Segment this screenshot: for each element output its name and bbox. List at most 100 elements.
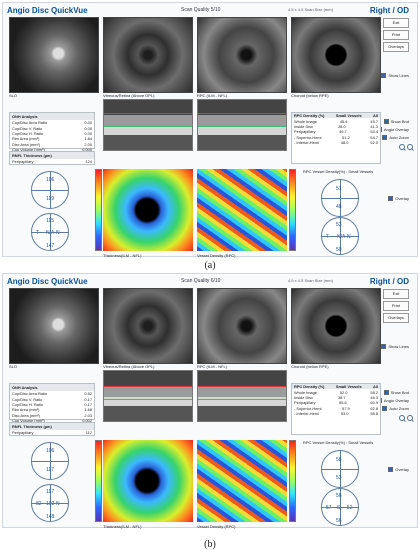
vitreous-image (103, 17, 193, 93)
oct-scan-right (197, 370, 287, 422)
auto-zoom-option[interactable]: Auto Zoom (382, 135, 409, 140)
sector-value: N (56, 230, 60, 236)
rpc-label: RPC (ILM - NFL) (197, 93, 227, 98)
rnfl-value: 124 (85, 159, 93, 165)
table-row: Disc Area (mm²) 2.00 (10, 142, 94, 147)
rpc-value: 48 (336, 204, 342, 210)
table-row: Inside Disc 28.0 41.3 (292, 124, 380, 129)
sector-value: N/A (46, 230, 55, 236)
oct-lower-line (104, 126, 192, 127)
sector-value: 117 (46, 489, 54, 495)
oct-upper-line (198, 113, 286, 114)
auto-zoom-checkbox[interactable] (382, 135, 388, 140)
angio-overlay-option[interactable]: Angio Overlay (376, 398, 409, 403)
auto-zoom-option[interactable]: Auto Zoom (382, 406, 409, 411)
onh-value: 2.00 (84, 141, 92, 147)
rpc-all: 52.0 (370, 140, 378, 146)
rnfl-label: Peripapillary (12, 430, 34, 436)
scan-size: 4.5 x 4.5 Scan Size (mm) (288, 278, 333, 283)
table-row: Cup/Disc Area Ratio 0.00 (10, 120, 94, 125)
panel-b-label: (b) (204, 539, 216, 550)
panel-a: Angio Disc QuickVue Scan Quality 5/10 4.… (2, 2, 418, 258)
sector-value: 148 (46, 514, 55, 520)
table-row: Disc Area (mm²) 2.03 (10, 413, 94, 418)
table-row: Whole Image 45.4 49.7 (292, 118, 380, 124)
rpc-value: N/A (337, 234, 346, 240)
rpc-value: 58 (336, 457, 342, 463)
rpc-circle-top: 58 53 (321, 450, 359, 488)
onh-label: Cup/Disc Area Ratio (12, 391, 48, 397)
show-lines-checkbox[interactable] (381, 73, 387, 78)
exit-button[interactable]: Exit (383, 18, 409, 28)
onh-label: Disc Area (mm²) (12, 141, 41, 147)
thickness-map-label: Thickness(ILM - NFL) (103, 524, 142, 529)
vessel-density-map-label: Vessel Density (RPC) (197, 524, 236, 529)
sector-value: 106 (46, 448, 55, 454)
zoom-out-icon[interactable] (407, 415, 413, 421)
print-button[interactable]: Print (383, 30, 409, 40)
onh-title: ONH Analysis (10, 113, 94, 120)
onh-value: 0.52 (84, 391, 92, 397)
show-bnd-option[interactable]: Show Bnd (383, 390, 409, 395)
overlay-checkbox[interactable] (388, 196, 394, 201)
slo-label: SLO (9, 93, 18, 98)
rpc-value: 56 (336, 518, 342, 524)
table-row: Cup Volume (mm³) 0.002 (10, 418, 94, 423)
show-lines-checkbox[interactable] (381, 344, 387, 349)
rpc-table-header: RPC Density (%) Small Vessels All (292, 384, 380, 390)
overlay-option[interactable]: Overlay (388, 467, 409, 472)
overlays-button[interactable]: Overlays (383, 42, 409, 52)
slo-label: SLO (9, 364, 18, 369)
slo-image (9, 288, 99, 364)
zoom-out-icon[interactable] (407, 144, 413, 150)
rpc-value: N (347, 234, 351, 240)
rpc-value: S (337, 505, 341, 511)
table-row: - Inferior-Hemi 53.0 58.8 (292, 411, 380, 416)
overlays-button[interactable]: Overlays (383, 313, 409, 323)
onh-value: 1.68 (84, 407, 92, 413)
rpc-small: 48.0 (340, 140, 349, 146)
zoom-in-icon[interactable] (399, 144, 405, 150)
oct-scan-left (103, 99, 193, 151)
header-cell: All (373, 384, 378, 390)
show-bnd-option[interactable]: Show Bnd (383, 119, 409, 124)
show-bnd-label: Show Bnd (390, 119, 409, 124)
oct-lower-line (104, 399, 192, 400)
vessel-density-map-label: Vessel Density (RPC) (197, 253, 236, 258)
rpc-small: 28.0 (337, 123, 346, 129)
rpc-label: Peripapillary (294, 400, 316, 406)
exit-button[interactable]: Exit (383, 289, 409, 299)
rpc-circle-bottom: 56 57 S 52 56 (321, 488, 359, 526)
sector-value: N (56, 501, 60, 507)
sector-value: 115 (46, 218, 54, 224)
app-title: Angio Disc QuickVue (7, 277, 88, 286)
zoom-in-icon[interactable] (399, 415, 405, 421)
table-row: Rim Area (mm²) 1.84 (10, 136, 94, 141)
angio-overlay-option[interactable]: Angio Overlay (376, 127, 409, 132)
angio-overlay-label: Angio Overlay (383, 398, 409, 403)
rnfl-label: Peripapillary (12, 159, 34, 165)
sector-value: 102 (46, 501, 55, 507)
auto-zoom-checkbox[interactable] (382, 406, 388, 411)
onh-analysis-table: ONH Analysis Cup/Disc Area Ratio 0.52 Cup… (9, 383, 95, 423)
rpc-label: - Superior-Hemi (294, 134, 322, 140)
rpc-label: Inside Disc (294, 394, 314, 400)
rpc-small: 52.0 (339, 389, 348, 395)
overlay-option[interactable]: Overlay (388, 196, 409, 201)
show-lines-option[interactable]: Show Lines (381, 344, 409, 349)
rpc-small: 38.7 (337, 394, 346, 400)
table-row: - Superior-Hemi 57.9 62.8 (292, 406, 380, 411)
rpc-value: T (326, 234, 330, 240)
table-row: Cup/Disc H. Ratio 0.17 (10, 402, 94, 407)
show-bnd-checkbox[interactable] (383, 390, 389, 395)
overlay-checkbox[interactable] (388, 467, 394, 472)
rnfl-value: 112 (85, 430, 92, 436)
onh-label: Cup/Disc H. Ratio (12, 401, 43, 407)
rpc-circle-top: 51 48 (321, 179, 359, 217)
print-button[interactable]: Print (383, 301, 409, 311)
show-bnd-checkbox[interactable] (383, 119, 389, 124)
rnfl-sector-chart-top: 106 117 (31, 442, 69, 480)
show-lines-option[interactable]: Show Lines (381, 73, 409, 78)
sector-value: T (36, 230, 40, 236)
oct-upper-line (198, 386, 286, 387)
